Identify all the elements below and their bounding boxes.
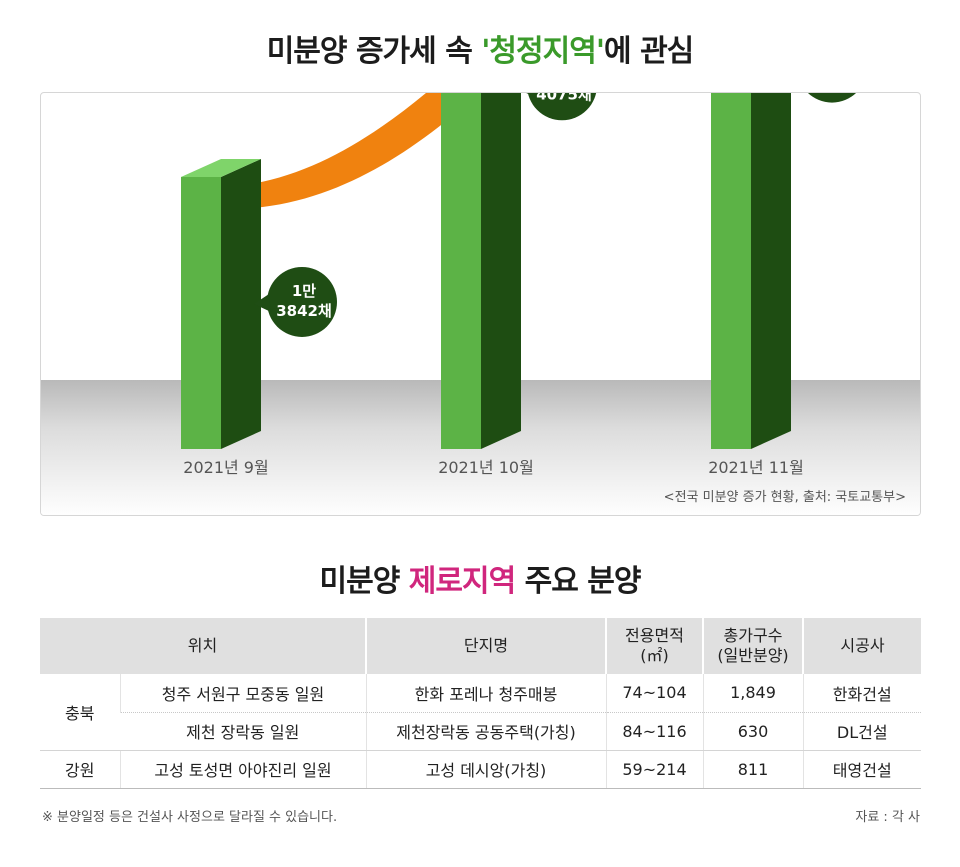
value-bubble-circle [807, 93, 857, 103]
region-cell: 충북 [40, 674, 120, 751]
title-highlight: '청정지역' [481, 34, 605, 69]
category-label: 2021년 10월 [438, 458, 534, 477]
bar-2 [711, 93, 791, 449]
value-bubble: 1만 3842채 [254, 266, 337, 337]
title-suffix: 에 관심 [604, 34, 694, 69]
header-builder: 시공사 [802, 618, 921, 674]
header-complex: 단지명 [365, 618, 606, 674]
units-cell: 630 [702, 712, 803, 751]
value-bubble-circle [527, 93, 597, 121]
area-cell: 59~214 [605, 750, 703, 789]
units-cell: 1,849 [702, 674, 803, 713]
value-bubble-tail [526, 93, 531, 96]
section-title-highlight: 제로지역 [408, 564, 516, 599]
table-row: 충북 청주 서원구 모중동 일원 한화 포레나 청주매봉 74~104 1,84… [40, 674, 921, 751]
bar-1 [441, 93, 521, 449]
bar-0 [181, 158, 261, 449]
value-bubble-circle [267, 266, 337, 337]
address-cell: 청주 서원구 모중동 일원 [119, 674, 366, 713]
bar-front-face [181, 176, 221, 449]
sales-table: 위치 단지명 전용면적 (㎡) 총가구수 (일반분양) 시공사 충북 청주 서원구 … [40, 618, 921, 789]
complex-cell: 고성 데시앙(가칭) [365, 750, 606, 789]
value-label-line2: 3842채 [276, 302, 332, 320]
footer-source: 자료 : 각 사 [855, 810, 920, 825]
address-cell: 제천 장락동 일원 [120, 712, 366, 751]
table-row: 제천 장락동 일원 제천장락동 공동주택(가칭) 84~116 630 DL건설 [40, 712, 921, 751]
value-bubble: 1만4075채 [526, 93, 597, 121]
value-bubble-tail [254, 293, 271, 312]
area-cell: 84~116 [605, 712, 703, 751]
category-label: 2021년 11월 [708, 458, 804, 477]
value-bubble: 1만4094채 [807, 93, 857, 103]
units-cell: 811 [702, 750, 803, 789]
bar-front-face [441, 93, 481, 449]
bar-top-face [181, 158, 261, 177]
chart-source: <전국 미분양 증가 현황, 출처: 국토교통부> [663, 490, 906, 505]
header-units-line2: (일반분양) [717, 646, 789, 665]
section-title: 미분양 제로지역 주요 분양 [0, 556, 960, 600]
footnote: ※ 분양일정 등은 건설사 사정으로 달라질 수 있습니다. [42, 810, 338, 825]
bar-chart: 1만 3842채 2021년 9월 1만4075채 2021년 10월 1만4094채 20… [41, 93, 920, 515]
header-location: 위치 [40, 618, 366, 674]
section-title-suffix: 주요 분양 [515, 564, 642, 599]
title-prefix: 미분양 증가세 속 [266, 34, 482, 69]
bar-side-face [481, 93, 521, 449]
header-area-line1: 전용면적 [625, 626, 684, 645]
region-cell: 강원 [40, 750, 120, 789]
page-title: 미분양 증가세 속 '청정지역'에 관심 [0, 26, 960, 70]
complex-cell: 한화 포레나 청주매봉 [365, 674, 606, 713]
value-label-line1: 1만 [292, 282, 316, 300]
header-units: 총가구수 (일반분양) [702, 618, 803, 674]
bar-side-face [751, 93, 791, 449]
table-header-row: 위치 단지명 전용면적 (㎡) 총가구수 (일반분양) 시공사 [40, 618, 921, 674]
bar-side-face [221, 158, 261, 449]
header-area: 전용면적 (㎡) [605, 618, 703, 674]
bar-front-face [711, 93, 751, 449]
complex-cell: 제천장락동 공동주택(가칭) [365, 712, 606, 751]
table-row: 강원 고성 토성면 아야진리 일원 고성 데시앙(가칭) 59~214 811 … [40, 750, 921, 789]
growth-arrow [226, 93, 480, 209]
header-area-line2: (㎡) [640, 646, 669, 665]
category-label: 2021년 9월 [183, 458, 268, 477]
section-title-prefix: 미분양 [319, 564, 409, 599]
builder-cell: 한화건설 [802, 674, 921, 713]
builder-cell: DL건설 [802, 712, 921, 751]
area-cell: 74~104 [605, 674, 703, 713]
builder-cell: 태영건설 [802, 750, 921, 789]
value-label-line2: 4075채 [536, 93, 592, 103]
address-cell: 고성 토성면 아야진리 일원 [119, 750, 366, 789]
chart-panel: 1만 3842채 2021년 9월 1만4075채 2021년 10월 1만4094채 20… [40, 92, 921, 516]
header-units-line1: 총가구수 [723, 626, 783, 645]
